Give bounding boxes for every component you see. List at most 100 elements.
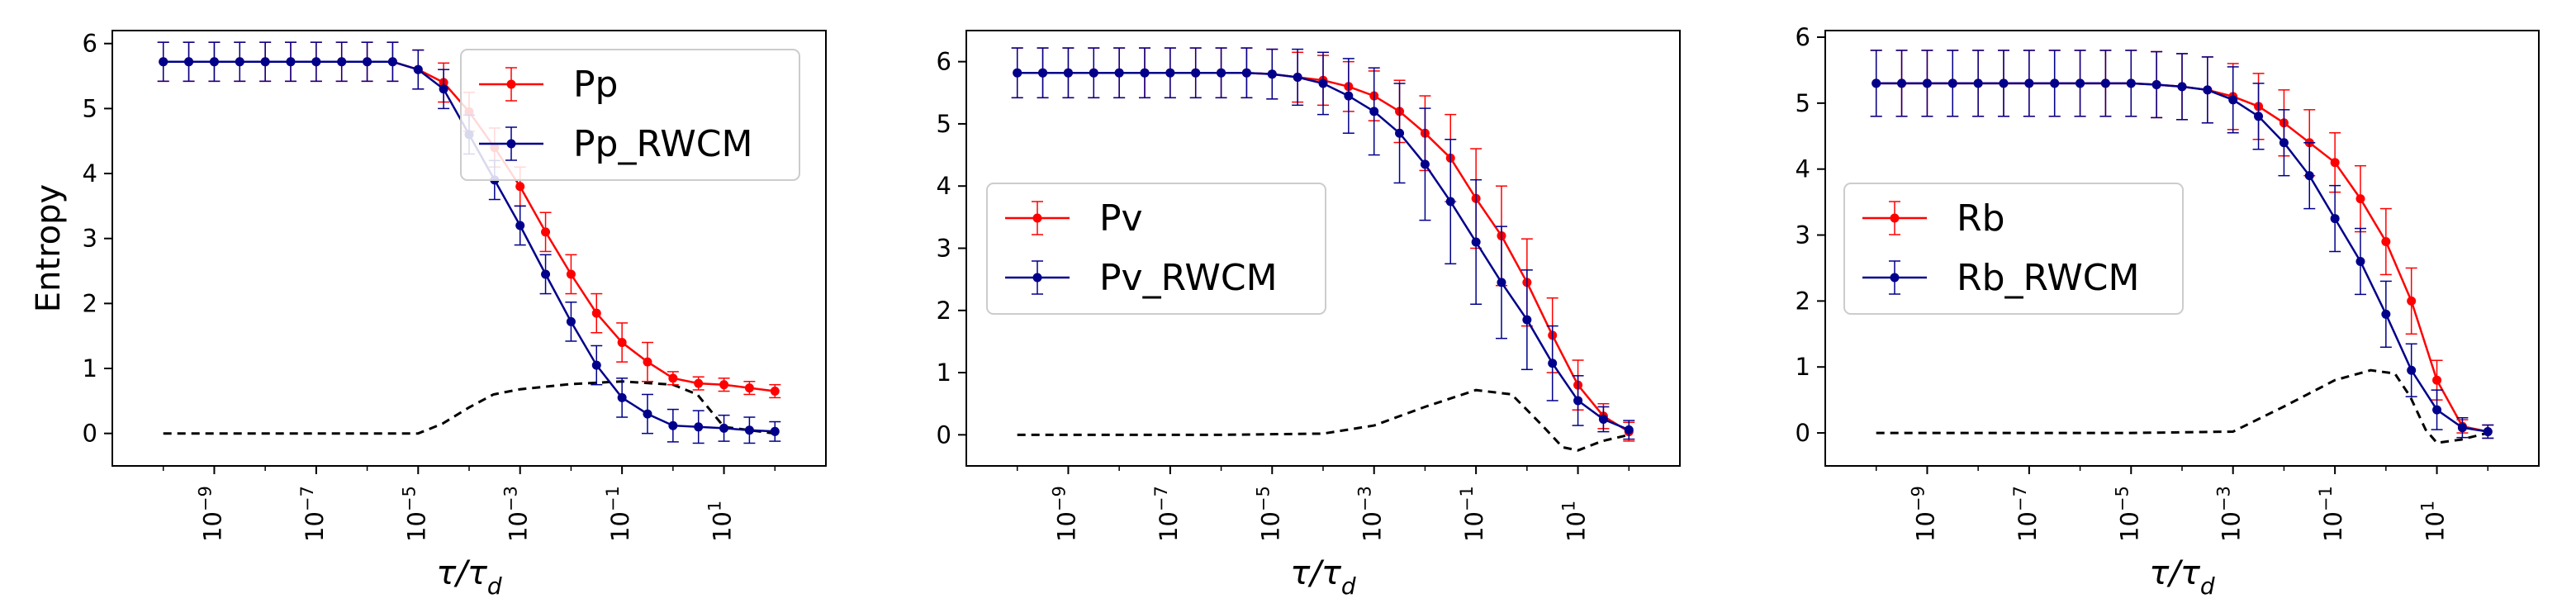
y-tick-label: 5 bbox=[1796, 89, 1810, 117]
data-point bbox=[2407, 365, 2417, 375]
legend-box bbox=[986, 183, 1326, 315]
data-point bbox=[1293, 72, 1302, 82]
data-point bbox=[617, 392, 627, 402]
data-point bbox=[2381, 237, 2391, 247]
legend: Pv Pv_RWCM bbox=[986, 183, 1326, 315]
data-point bbox=[1471, 237, 1481, 247]
x-axis-label: τ/τd bbox=[436, 554, 502, 600]
data-point bbox=[1318, 78, 1328, 88]
data-point bbox=[719, 380, 729, 390]
data-point bbox=[1947, 78, 1957, 88]
data-point bbox=[2355, 256, 2365, 266]
data-point bbox=[1922, 78, 1932, 88]
data-point bbox=[566, 316, 576, 326]
series-Rb_RWCM bbox=[1870, 50, 2494, 439]
data-point bbox=[770, 387, 780, 397]
legend-box bbox=[460, 49, 800, 181]
dashed-difference-line bbox=[1017, 388, 1630, 452]
data-point bbox=[184, 57, 194, 67]
data-point bbox=[286, 57, 296, 67]
dashed-difference-line bbox=[163, 380, 776, 435]
data-point bbox=[1089, 68, 1098, 78]
x-tick-label: 10−5 bbox=[399, 486, 430, 542]
data-point bbox=[515, 182, 525, 192]
data-point bbox=[515, 221, 525, 230]
data-point bbox=[2024, 78, 2034, 88]
data-point bbox=[439, 84, 448, 94]
y-tick-label: 0 bbox=[83, 420, 97, 448]
data-point bbox=[617, 338, 627, 348]
legend: Pp Pp_RWCM bbox=[460, 49, 800, 181]
data-point bbox=[2457, 423, 2467, 433]
x-tick-label: 10−5 bbox=[2112, 486, 2143, 542]
data-point bbox=[2432, 405, 2442, 415]
data-point bbox=[1165, 68, 1175, 78]
y-tick-label: 5 bbox=[83, 94, 97, 122]
legend-marker bbox=[506, 139, 516, 149]
data-point bbox=[1999, 78, 2009, 88]
legend-label: Pp bbox=[573, 64, 618, 106]
y-tick-label: 2 bbox=[83, 289, 97, 317]
data-point bbox=[2279, 138, 2289, 148]
x-axis-label: τ/τd bbox=[1290, 554, 1356, 600]
data-point bbox=[591, 308, 601, 318]
data-point bbox=[744, 425, 754, 435]
x-tick-label: 10−3 bbox=[2214, 486, 2246, 542]
y-tick-label: 6 bbox=[83, 30, 97, 58]
y-tick-label: 0 bbox=[1796, 419, 1810, 447]
series-Pv_RWCM bbox=[1011, 47, 1635, 440]
x-tick-label: 10−7 bbox=[2010, 486, 2042, 542]
y-axis-label: Entropy bbox=[30, 184, 68, 312]
data-point bbox=[1872, 78, 1881, 88]
data-point bbox=[1369, 107, 1379, 116]
x-tick-label: 10−3 bbox=[501, 486, 533, 542]
x-tick-label: 10−9 bbox=[1908, 486, 1939, 542]
y-tick-label: 2 bbox=[1796, 287, 1810, 315]
x-tick-label: 101 bbox=[1559, 501, 1591, 542]
data-point bbox=[363, 57, 372, 67]
data-point bbox=[1522, 315, 1532, 325]
legend-marker bbox=[1890, 273, 1900, 283]
data-point bbox=[2050, 78, 2060, 88]
data-point bbox=[744, 383, 754, 393]
legend-label: Rb bbox=[1957, 197, 2005, 240]
y-tick-label: 3 bbox=[937, 235, 951, 263]
x-tick-label: 10−1 bbox=[2316, 486, 2347, 542]
data-point bbox=[260, 57, 270, 67]
y-tick-label: 1 bbox=[937, 359, 951, 387]
data-point bbox=[1063, 68, 1073, 78]
x-axis-label: τ/τd bbox=[2149, 554, 2215, 600]
data-point bbox=[1267, 69, 1277, 79]
data-point bbox=[1445, 197, 1455, 207]
data-point bbox=[2483, 426, 2493, 436]
x-tick-label: 10−5 bbox=[1253, 486, 1284, 542]
y-tick-label: 1 bbox=[83, 354, 97, 382]
data-point bbox=[1548, 359, 1558, 368]
legend-marker bbox=[1032, 213, 1042, 223]
y-tick-label: 2 bbox=[937, 297, 951, 325]
data-point bbox=[1013, 68, 1022, 78]
x-tick-label: 10−1 bbox=[603, 486, 634, 542]
data-point bbox=[2203, 85, 2213, 95]
dashed-difference-line bbox=[1876, 368, 2488, 444]
legend-label: Rb_RWCM bbox=[1957, 257, 2139, 299]
data-point bbox=[719, 423, 729, 433]
data-point bbox=[2254, 112, 2264, 121]
data-point bbox=[1573, 396, 1583, 406]
data-point bbox=[1114, 68, 1124, 78]
y-tick-label: 5 bbox=[937, 110, 951, 138]
y-tick-label: 0 bbox=[937, 420, 951, 449]
data-point bbox=[1497, 278, 1506, 287]
data-point bbox=[770, 426, 780, 436]
x-tick-label: 101 bbox=[2418, 501, 2450, 542]
data-point bbox=[541, 227, 551, 237]
series-Pp_RWCM bbox=[157, 41, 781, 444]
data-point bbox=[2228, 95, 2238, 105]
data-point bbox=[413, 64, 423, 74]
legend-marker bbox=[1890, 213, 1900, 223]
legend-marker bbox=[506, 79, 516, 89]
data-point bbox=[668, 373, 678, 383]
legend: Rb Rb_RWCM bbox=[1843, 183, 2184, 315]
data-point bbox=[2304, 171, 2314, 181]
data-point bbox=[2126, 78, 2136, 88]
